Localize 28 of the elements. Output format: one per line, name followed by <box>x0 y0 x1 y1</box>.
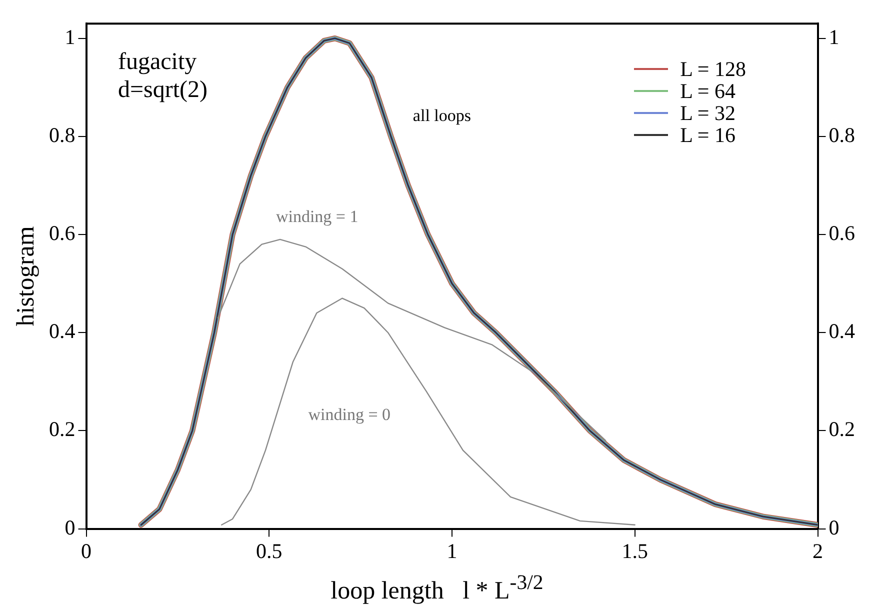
y2-tick-label: 0.4 <box>828 319 856 344</box>
legend-label: L = 128 <box>680 57 746 81</box>
annotation: winding = 0 <box>308 404 391 424</box>
y-tick-label: 1 <box>64 24 76 49</box>
y-tick-label: 0 <box>64 515 76 540</box>
y2-tick-label: 0.2 <box>828 417 855 442</box>
x-tick-label: 0 <box>81 538 92 563</box>
annotation: fugacity <box>118 48 198 76</box>
y-axis-title: histogram <box>12 226 40 326</box>
y2-tick-label: 0.6 <box>828 221 855 246</box>
y-tick-label: 0.6 <box>49 221 76 246</box>
annotation: winding = 1 <box>276 206 358 226</box>
legend-label: L = 32 <box>680 101 736 125</box>
x-tick-label: 0.5 <box>256 538 282 563</box>
y2-tick-label: 0.8 <box>828 122 855 147</box>
annotation: d=sqrt(2) <box>118 76 208 104</box>
y2-tick-label: 1 <box>828 24 840 49</box>
y2-tick-label: 0 <box>828 515 840 540</box>
y-tick-label: 0.4 <box>49 319 76 344</box>
x-tick-label: 1 <box>446 538 458 563</box>
annotation: all loops <box>412 106 472 125</box>
legend-label: L = 64 <box>680 79 736 103</box>
x-tick-label: 2 <box>812 538 823 563</box>
x-tick-label: 1.5 <box>622 538 648 563</box>
y-tick-label: 0.8 <box>49 122 76 147</box>
legend-label: L = 16 <box>680 123 736 147</box>
x-axis-title: loop length l * L$^{-3/2}$ <box>330 570 544 606</box>
y-tick-label: 0.2 <box>49 417 76 442</box>
